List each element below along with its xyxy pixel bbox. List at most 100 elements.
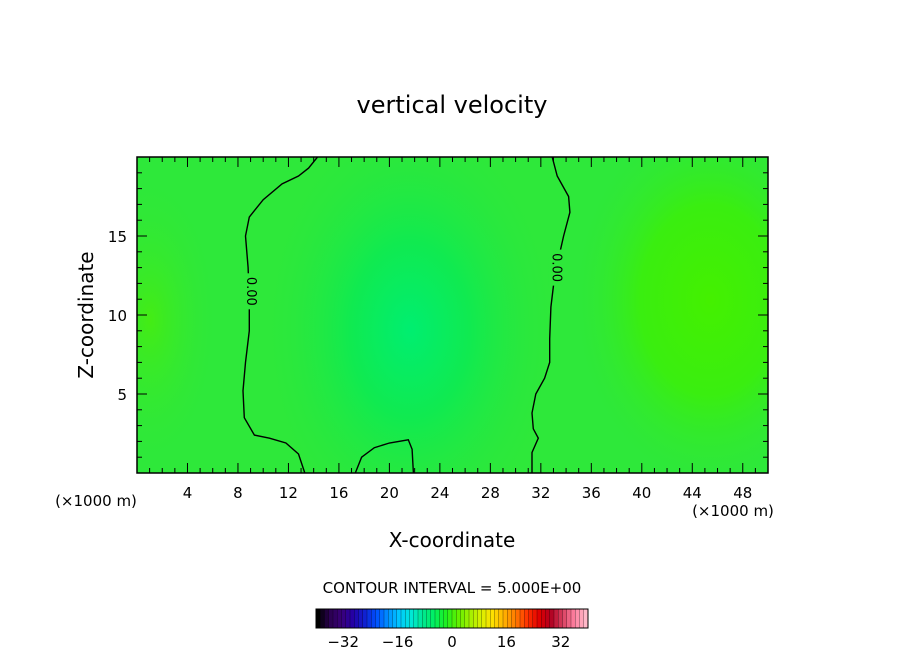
colorbar-cell <box>528 609 534 628</box>
colorbar-cell <box>549 609 555 628</box>
x-tick-label: 40 <box>632 484 651 502</box>
colorbar-cell <box>324 609 330 628</box>
heatmap-center-region <box>260 157 560 473</box>
colorbar-cell <box>486 609 491 628</box>
colorbar-cell <box>316 609 321 628</box>
colorbar-cell <box>537 609 542 628</box>
colorbar-cell <box>435 609 440 628</box>
colorbar-cell <box>566 609 572 628</box>
contour-labels: 0.00 0.00 <box>243 249 563 310</box>
colorbar-cell <box>371 609 376 628</box>
colorbar-cell <box>498 609 504 628</box>
colorbar-cell <box>418 609 423 628</box>
y-tick-label: 5 <box>117 386 127 404</box>
colorbar-cell <box>532 609 538 628</box>
zero-contours <box>242 157 571 473</box>
colorbar-tick-labels: −32 −16 0 16 32 <box>327 633 570 651</box>
colorbar-cell <box>511 609 517 628</box>
x-tick-label: 8 <box>233 484 243 502</box>
x-tick-label: 20 <box>380 484 399 502</box>
y-tick-label: 10 <box>108 307 127 325</box>
colorbar-tick-label: 32 <box>551 633 570 651</box>
colorbar-cell <box>375 609 381 628</box>
x-tick-labels: 4 8 12 16 20 24 28 32 36 40 44 48 <box>183 484 753 502</box>
colorbar-cell <box>439 609 444 628</box>
colorbar-cell <box>350 609 355 628</box>
colorbar-cell <box>469 609 474 628</box>
x-tick-label: 28 <box>481 484 500 502</box>
colorbar-cell <box>460 609 466 628</box>
axis-ticks <box>137 157 768 473</box>
colorbar-cell <box>452 609 457 628</box>
colorbar-cell <box>447 609 453 628</box>
chart-title: vertical velocity <box>357 91 548 119</box>
x-tick-label: 24 <box>430 484 449 502</box>
colorbar-tick-label: −32 <box>327 633 359 651</box>
colorbar-cell <box>422 609 427 628</box>
colorbar-cell <box>558 609 563 628</box>
colorbar-cell <box>464 609 470 628</box>
colorbar-cell <box>520 609 525 628</box>
x-tick-label: 32 <box>531 484 550 502</box>
contour-interval-text: CONTOUR INTERVAL = 5.000E+00 <box>323 579 582 597</box>
colorbar-cell <box>507 609 512 628</box>
colorbar-cell <box>545 609 551 628</box>
colorbar-cell <box>358 609 364 628</box>
x-unit-label-left: (×1000 m) <box>55 492 137 510</box>
x-unit-label-right: (×1000 m) <box>692 502 774 520</box>
colorbar-cell <box>503 609 508 628</box>
colorbar-cell <box>379 609 385 628</box>
colorbar-cell <box>456 609 461 628</box>
colorbar-cell <box>473 609 478 628</box>
y-axis-label: Z-coordinate <box>74 251 98 378</box>
colorbar-frame <box>315 608 589 629</box>
colorbar-cell <box>392 609 398 628</box>
x-tick-label: 4 <box>183 484 193 502</box>
colorbar <box>315 608 589 629</box>
colorbar-cell <box>554 609 559 628</box>
colorbar-tick-label: 16 <box>497 633 516 651</box>
y-tick-labels: 5 10 15 <box>108 228 127 404</box>
colorbar-tick-label: −16 <box>382 633 414 651</box>
colorbar-cell <box>524 609 529 628</box>
colorbar-cell <box>320 609 325 628</box>
colorbar-tick-label: 0 <box>447 633 457 651</box>
colorbar-cell <box>481 609 487 628</box>
colorbar-cell <box>494 609 500 628</box>
colorbar-cell <box>477 609 483 628</box>
colorbar-cell <box>426 609 432 628</box>
colorbar-cell <box>490 609 495 628</box>
heatmap-left-region <box>137 170 220 470</box>
zero-contour-line <box>242 157 319 473</box>
colorbar-cell <box>388 609 393 628</box>
contour-label-gap <box>548 249 563 286</box>
colorbar-cell <box>579 609 585 628</box>
colorbar-cell <box>575 609 580 628</box>
x-tick-label: 12 <box>279 484 298 502</box>
colorbar-cell <box>337 609 342 628</box>
colorbar-cell <box>541 609 546 628</box>
colorbar-cell <box>571 609 576 628</box>
colorbar-cell <box>362 609 368 628</box>
contour-label-gap <box>243 273 258 310</box>
colorbar-cell <box>384 609 389 628</box>
x-tick-label: 16 <box>329 484 348 502</box>
heatmap-right-region <box>570 157 768 473</box>
colorbar-cell <box>328 609 334 628</box>
colorbar-cell <box>583 609 589 628</box>
colorbar-cell <box>401 609 406 628</box>
colorbar-cell <box>562 609 568 628</box>
y-tick-label: 15 <box>108 228 127 246</box>
x-tick-label: 48 <box>733 484 752 502</box>
colorbar-cell <box>413 609 419 628</box>
colorbar-cell <box>430 609 436 628</box>
colorbar-cell <box>341 609 347 628</box>
colorbar-cell <box>515 609 521 628</box>
colorbar-cell <box>443 609 449 628</box>
colorbar-cell <box>409 609 415 628</box>
contour-label: 0.00 <box>243 277 258 306</box>
x-tick-label: 36 <box>582 484 601 502</box>
zero-contour-line <box>531 157 571 473</box>
colorbar-cell <box>333 609 338 628</box>
